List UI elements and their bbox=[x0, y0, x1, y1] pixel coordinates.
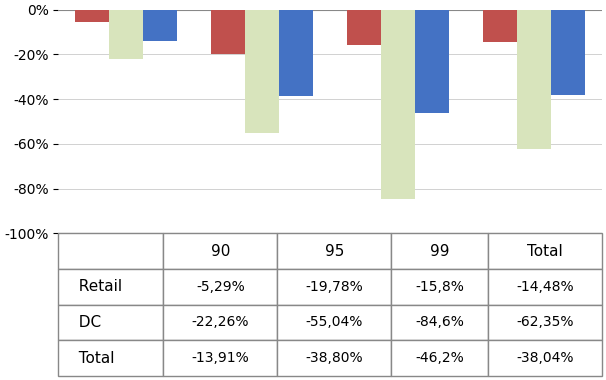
Bar bbox=[551, 10, 585, 95]
Bar bbox=[211, 10, 245, 54]
Bar bbox=[347, 10, 381, 45]
Bar bbox=[109, 10, 143, 60]
Bar bbox=[483, 10, 517, 42]
Bar bbox=[279, 10, 313, 97]
Bar bbox=[517, 10, 551, 149]
Bar bbox=[381, 10, 415, 199]
Bar bbox=[415, 10, 449, 113]
Bar bbox=[143, 10, 177, 41]
Bar bbox=[75, 10, 109, 22]
Bar bbox=[245, 10, 279, 133]
